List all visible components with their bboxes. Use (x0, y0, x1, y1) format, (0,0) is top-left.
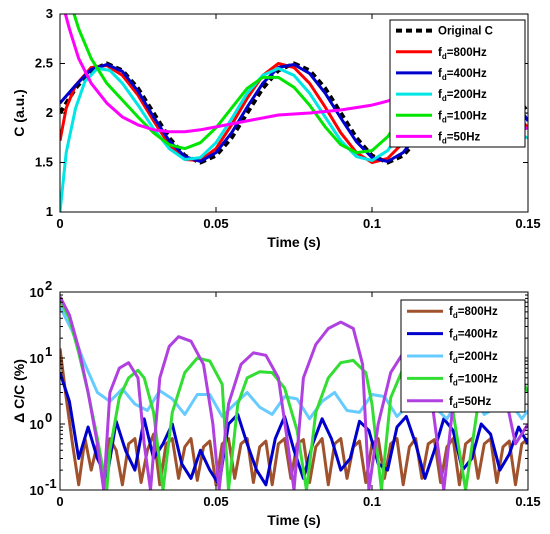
x-tick-label: 0.05 (203, 494, 228, 509)
y-tick-label: 10 (30, 351, 44, 366)
y-tick-exponent: -1 (45, 476, 57, 491)
x-tick-label: 0.1 (363, 216, 381, 231)
x-tick-label: 0.1 (363, 494, 381, 509)
legend-label-value: =400Hz (447, 68, 487, 80)
series-line-4 (60, 296, 528, 490)
axes-frame (59, 291, 529, 491)
legend-label-subscript: d (442, 73, 447, 82)
legend-label-text: f (449, 396, 453, 408)
legend-label-2: fd=200Hz (449, 351, 498, 365)
x-tick-label: 0 (56, 494, 63, 509)
legend-label-value: =400Hz (458, 329, 498, 341)
y-tick-label: 3 (46, 6, 53, 21)
legend-label-text: f (438, 131, 442, 143)
legend-label-value: =800Hz (458, 306, 498, 318)
y-axis-label: Δ C/C (%) (11, 359, 27, 423)
legend-label-subscript: d (453, 356, 458, 365)
y-tick-exponent: 0 (45, 410, 52, 425)
legend-label-2: fd=400Hz (438, 68, 487, 82)
y-axis-label: C (a.u.) (11, 89, 27, 136)
legend-label-value: =100Hz (458, 373, 498, 385)
legend-label-subscript: d (442, 52, 447, 61)
legend-label-0: fd=800Hz (449, 306, 498, 320)
x-tick-label: 0.15 (515, 216, 540, 231)
legend-label-value: =800Hz (447, 47, 487, 59)
y-tick-label: 10 (30, 483, 44, 498)
legend-label-text: f (449, 373, 453, 385)
x-axis-label: Time (s) (267, 234, 320, 250)
legend-label-text: f (449, 306, 453, 318)
legend-label-value: =50Hz (458, 396, 492, 408)
legend-box (389, 19, 526, 148)
y-tick-label: 2.5 (35, 56, 53, 71)
legend-label-subscript: d (453, 334, 458, 343)
legend-label-4: fd=50Hz (449, 396, 492, 410)
legend-label-value: =100Hz (447, 110, 487, 122)
y-tick-label: 1.5 (35, 155, 53, 170)
legend-label-text: f (449, 329, 453, 341)
y-tick-label: 2 (46, 105, 53, 120)
legend-label-value: =200Hz (447, 89, 487, 101)
y-tick-label: 10 (30, 285, 44, 300)
legend-label-value: =200Hz (458, 351, 498, 363)
legend: Original Cfd=800Hzfd=400Hzfd=200Hzfd=100… (389, 19, 526, 148)
legend-label-text: f (438, 110, 442, 122)
legend-label-subscript: d (442, 136, 447, 145)
legend-label-subscript: d (453, 401, 458, 410)
legend-label-3: fd=100Hz (449, 373, 498, 387)
legend-label-subscript: d (453, 378, 458, 387)
y-tick-exponent: 2 (45, 278, 52, 293)
legend-label-text: f (438, 68, 442, 80)
y-tick-exponent: 1 (45, 344, 52, 359)
x-axis-label: Time (s) (267, 512, 320, 528)
y-tick-label: 1 (46, 204, 53, 219)
legend-label-value: =50Hz (447, 131, 481, 143)
legend-label-4: fd=100Hz (438, 110, 487, 124)
legend-label-1: fd=800Hz (438, 47, 487, 61)
legend-label-text: f (449, 351, 453, 363)
legend-label-3: fd=200Hz (438, 89, 487, 103)
x-tick-label: 0.05 (203, 216, 228, 231)
top-chart: 0 0.05 0.1 0.15 1 1.5 2 2.5 3 Time (s) C (a.u.) Ori… (11, 6, 541, 250)
x-tick-label: 0.15 (515, 494, 540, 509)
legend-label-0: Original C (438, 26, 493, 38)
legend-label-subscript: d (442, 94, 447, 103)
legend-label-text: f (438, 89, 442, 101)
legend-label-subscript: d (453, 311, 458, 320)
legend-label-5: fd=50Hz (438, 131, 481, 145)
legend-label-text: f (438, 47, 442, 59)
legend-label-1: fd=400Hz (449, 329, 498, 343)
legend-label-subscript: d (442, 115, 447, 124)
x-tick-label: 0 (56, 216, 63, 231)
y-tick-label: 10 (30, 417, 44, 432)
